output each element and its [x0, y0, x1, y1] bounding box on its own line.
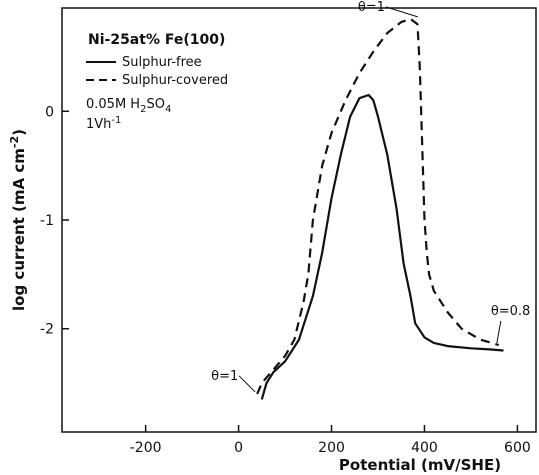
y-tick-label: 0	[45, 104, 54, 120]
legend-label-sulphur-free: Sulphur-free	[122, 55, 202, 70]
annotation-theta: θ=0.8	[491, 304, 531, 319]
plot-frame	[61, 7, 537, 433]
y-axis-label: log current (mA cm-2)	[8, 129, 28, 311]
x-tick-label: 0	[234, 440, 243, 456]
axis-ticks: -200 0 200 400 600 0 -1 -2	[40, 104, 531, 456]
series-group	[256, 17, 504, 400]
x-tick-label: 400	[411, 440, 438, 456]
y-tick-label: -2	[40, 322, 54, 338]
annotation-leader	[238, 375, 256, 393]
annotations-group: θ=1 θ=1 θ=0.8	[211, 0, 531, 393]
series-line-sulphur-covered	[256, 17, 500, 395]
legend-label-sulphur-covered: Sulphur-covered	[122, 73, 228, 88]
x-axis-label: Potential (mV/SHE)	[339, 456, 501, 474]
annotation-theta: θ=1	[358, 0, 385, 15]
x-tick-label: -200	[130, 440, 162, 456]
legend-condition-sweep-rate: 1Vh-1	[86, 115, 121, 132]
series-line-sulphur-free	[260, 93, 504, 400]
legend-title: Ni-25at% Fe(100)	[88, 32, 225, 48]
annotation-leader	[385, 6, 418, 18]
y-tick-label: -1	[40, 213, 54, 229]
legend: Ni-25at% Fe(100) Sulphur-free Sulphur-co…	[86, 32, 228, 132]
legend-condition-electrolyte: 0.05M H2SO4	[86, 97, 171, 115]
x-tick-label: 600	[504, 440, 531, 456]
annotation-theta: θ=1	[211, 369, 238, 384]
x-tick-label: 200	[318, 440, 345, 456]
annotation-leader	[496, 320, 502, 344]
